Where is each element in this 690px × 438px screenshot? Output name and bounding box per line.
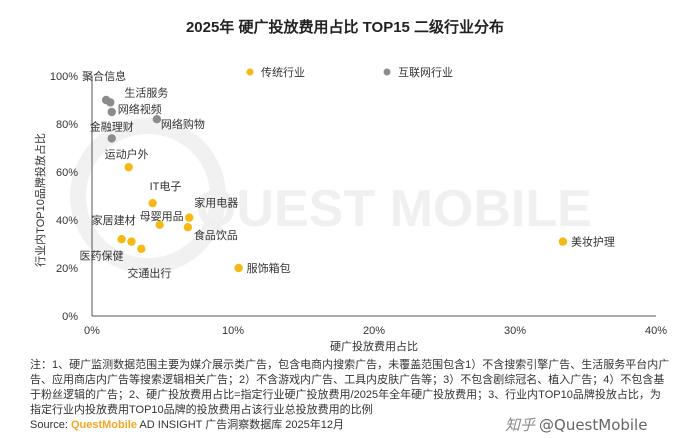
- x-tick-label: 10%: [222, 325, 244, 337]
- point-label: 网络购物: [161, 117, 205, 131]
- x-tick-label: 30%: [504, 325, 526, 337]
- scatter-point: [185, 213, 194, 222]
- legend-label: 互联网行业: [398, 66, 453, 79]
- legend-label: 传统行业: [261, 66, 305, 79]
- y-axis-title: 行业内TOP10品牌投放占比: [33, 133, 47, 267]
- source-brand: QuestMobile: [70, 419, 137, 431]
- point-label: 金融理财: [90, 119, 134, 133]
- legend: 传统行业 互联网行业: [246, 66, 453, 79]
- point-label: 服饰箱包: [247, 261, 291, 275]
- scatter-point: [124, 163, 133, 172]
- scatter-point: [558, 237, 568, 246]
- scatter-point: [107, 134, 116, 143]
- legend-item: 传统行业: [246, 66, 305, 79]
- scatter-point: [106, 98, 115, 107]
- point-label: 运动户外: [105, 147, 149, 161]
- point-label: 医药保健: [79, 249, 123, 263]
- legend-marker: [246, 68, 254, 76]
- watermark: QUEST MOBILE: [70, 118, 592, 274]
- point-label: 家居建材: [92, 213, 136, 227]
- x-tick-label: 40%: [645, 325, 667, 337]
- chart-title: 2025年 硬广投放费用占比 TOP15 二级行业分布: [185, 19, 505, 36]
- point-label: 聚合信息: [82, 69, 126, 83]
- x-tick-label: 20%: [363, 325, 385, 337]
- x-tick-label: 0%: [84, 325, 100, 337]
- scatter-point: [183, 223, 193, 232]
- legend-item: 互联网行业: [383, 66, 453, 79]
- scatter-point: [137, 244, 146, 253]
- scatter-point: [234, 263, 243, 273]
- scatter-point: [127, 237, 136, 246]
- point-label: 交通出行: [127, 266, 171, 280]
- scatter-point: [155, 220, 164, 229]
- point-label: 食品饮品: [194, 228, 238, 242]
- point-label: 网络视频: [118, 102, 162, 116]
- scatter-point: [152, 115, 162, 124]
- footnote: 注：1、硬广监测数据范围主要为媒介展示类广告，包含电商内搜索广告，未覆盖范围包含…: [30, 359, 670, 416]
- point-label: 生活服务: [124, 85, 168, 99]
- y-tick-label: 0%: [62, 311, 78, 323]
- source-line: Source: QuestMobile AD INSIGHT 广告洞察数据库 2…: [30, 416, 344, 432]
- point-label: 美妆护理: [571, 235, 615, 249]
- zhihu-icon: 知乎: [505, 416, 536, 434]
- y-tick-label: 20%: [56, 263, 78, 275]
- axes: 0% 20% 40% 60% 80% 100% 0% 10% 20% 30% 40% 硬广投放费用占比…: [33, 71, 667, 353]
- y-tick-label: 60%: [56, 167, 78, 179]
- point-label: 母婴用品: [140, 210, 184, 223]
- watermark-badge: 知乎 @QuestMobile: [505, 414, 647, 435]
- x-axis-title: 硬广投放费用占比: [330, 339, 418, 353]
- source-text: AD INSIGHT 广告洞察数据库 2025年12月: [136, 419, 345, 431]
- legend-marker: [383, 68, 391, 76]
- point-label: IT电子: [150, 180, 182, 193]
- watermark-logo-ring: [70, 118, 226, 274]
- watermark-handle: @QuestMobile: [539, 416, 648, 434]
- y-tick-label: 80%: [56, 119, 78, 131]
- watermark-text: QUEST MOBILE: [196, 180, 592, 238]
- y-tick-label: 100%: [50, 71, 78, 83]
- source-prefix: Source:: [30, 419, 71, 431]
- y-tick-label: 40%: [56, 215, 78, 227]
- point-label: 家用电器: [194, 196, 238, 210]
- scatter-point: [117, 235, 126, 244]
- scatter-point: [107, 107, 116, 117]
- scatter-point: [148, 199, 157, 208]
